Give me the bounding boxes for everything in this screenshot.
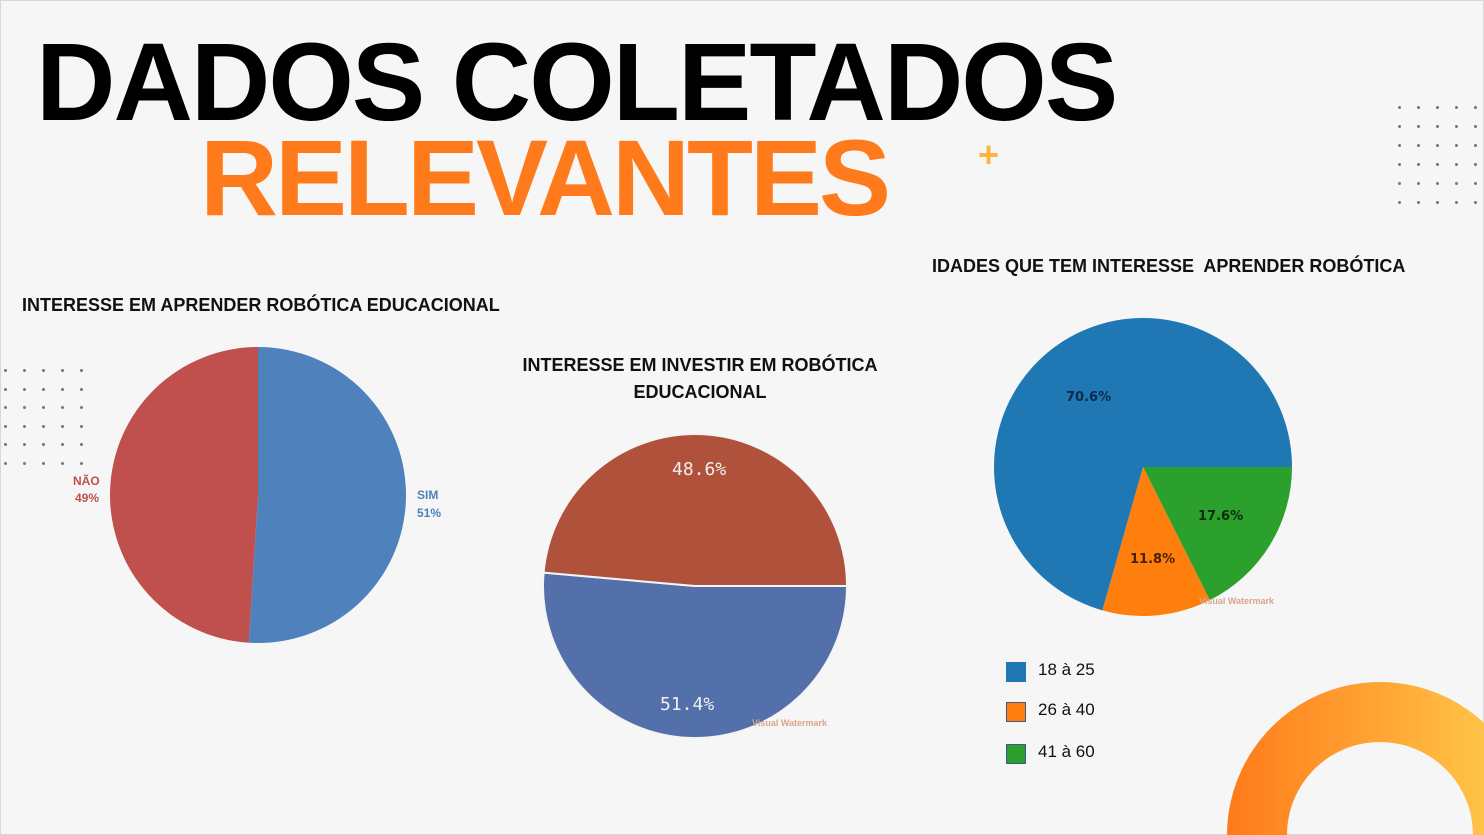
dot: [1474, 201, 1477, 204]
dot: [80, 406, 83, 409]
legend-swatch: [1006, 744, 1026, 764]
dot: [1436, 201, 1439, 204]
dot: [1474, 106, 1477, 109]
dot: [4, 406, 7, 409]
orange-ring-decoration: [1227, 682, 1484, 835]
dot: [23, 424, 26, 428]
legend-label: 41 à 60: [1038, 742, 1095, 761]
dot: [1455, 106, 1458, 109]
legend-label: 26 à 40: [1038, 700, 1095, 719]
dot: [61, 369, 64, 372]
dot: [1436, 163, 1439, 166]
dot: [1398, 106, 1401, 109]
g1-slice-0: [248, 347, 407, 644]
dot: [80, 387, 83, 391]
dot: [80, 369, 83, 372]
plus-decoration: +: [978, 134, 1000, 175]
dot: [1474, 182, 1477, 185]
dot: [61, 424, 64, 428]
dot: [1455, 182, 1458, 185]
dot: [1398, 125, 1401, 128]
dot: [4, 387, 7, 391]
dot: [1436, 106, 1439, 109]
dot: [1398, 163, 1401, 166]
dot: [1455, 201, 1458, 204]
chart3-label-26-40: 11.8%: [1130, 552, 1175, 567]
dot: [1474, 163, 1477, 166]
chart1-label-nao-name: NÃO: [73, 473, 100, 488]
legend-label: 18 à 25: [1038, 660, 1095, 679]
pie-chart-1: [110, 347, 407, 644]
chart3-label-18-25: 70.6%: [1066, 390, 1111, 405]
legend-swatch: [1006, 662, 1026, 682]
dot: [1417, 106, 1420, 109]
dot: [4, 369, 7, 372]
dot: [23, 406, 26, 409]
dot-grid-decoration-top-right: [1398, 106, 1477, 204]
dot: [1455, 125, 1458, 128]
dot: [1474, 144, 1477, 147]
dot: [1398, 182, 1401, 185]
chart3-watermark: Visual Watermark: [1199, 596, 1275, 606]
g1-slice-1: [110, 347, 259, 643]
chart2-title: INTERESSE EM INVESTIR EM ROBÓTICA EDUCAC…: [522, 355, 878, 402]
dot: [1398, 144, 1401, 147]
dot: [61, 387, 64, 391]
dot-grid-decoration-left: [4, 369, 83, 465]
dot: [42, 369, 45, 372]
dot: [23, 387, 26, 391]
g3-slice-2: [994, 318, 1292, 611]
dot: [61, 461, 64, 465]
dot: [61, 406, 64, 409]
chart1-title: INTERESSE EM APRENDER ROBÓTICA EDUCACION…: [22, 295, 500, 315]
dot: [1417, 125, 1420, 128]
dot: [23, 369, 26, 372]
chart1-label-sim-value: 51%: [417, 506, 441, 520]
pie-chart-2: [542, 433, 849, 739]
dot: [61, 443, 64, 446]
dot: [1455, 144, 1458, 147]
chart3-label-41-60: 17.6%: [1198, 509, 1243, 524]
g2-slice-1: [542, 433, 849, 587]
chart3-title: IDADES QUE TEM INTERESSE APRENDER ROBÓTI…: [932, 256, 1406, 276]
pie-chart-3: [994, 318, 1292, 616]
g3-slice-1: [1102, 467, 1210, 616]
dot: [23, 461, 26, 465]
dot: [1417, 144, 1420, 147]
g3-slice-0: [1143, 467, 1292, 601]
dot: [42, 424, 45, 428]
dot: [4, 461, 7, 465]
dot: [1474, 125, 1477, 128]
dot: [80, 424, 83, 428]
dot: [23, 443, 26, 446]
dot: [42, 406, 45, 409]
dot: [42, 443, 45, 446]
dot: [1455, 163, 1458, 166]
title-line-1: DADOS COLETADOS: [36, 21, 1118, 144]
chart1-label-nao-value: 49%: [75, 491, 99, 505]
chart2-watermark: Visual Watermark: [752, 718, 828, 728]
dot: [1436, 125, 1439, 128]
chart2-label-red: 48.6%: [672, 459, 726, 480]
dot: [80, 443, 83, 446]
dot: [1417, 201, 1420, 204]
dot: [4, 443, 7, 446]
title-line-2: RELEVANTES: [200, 117, 891, 238]
dot: [42, 387, 45, 391]
chart2-label-blue: 51.4%: [660, 694, 714, 715]
dot: [42, 461, 45, 465]
dot: [80, 461, 83, 465]
g2-slice-0: [542, 571, 849, 739]
dot: [1436, 182, 1439, 185]
dot: [1417, 182, 1420, 185]
dot: [1436, 144, 1439, 147]
chart1-label-sim-name: SIM: [417, 488, 438, 502]
dot: [4, 424, 7, 428]
dot: [1417, 163, 1420, 166]
dot: [1398, 201, 1401, 204]
legend-swatch: [1006, 702, 1026, 722]
